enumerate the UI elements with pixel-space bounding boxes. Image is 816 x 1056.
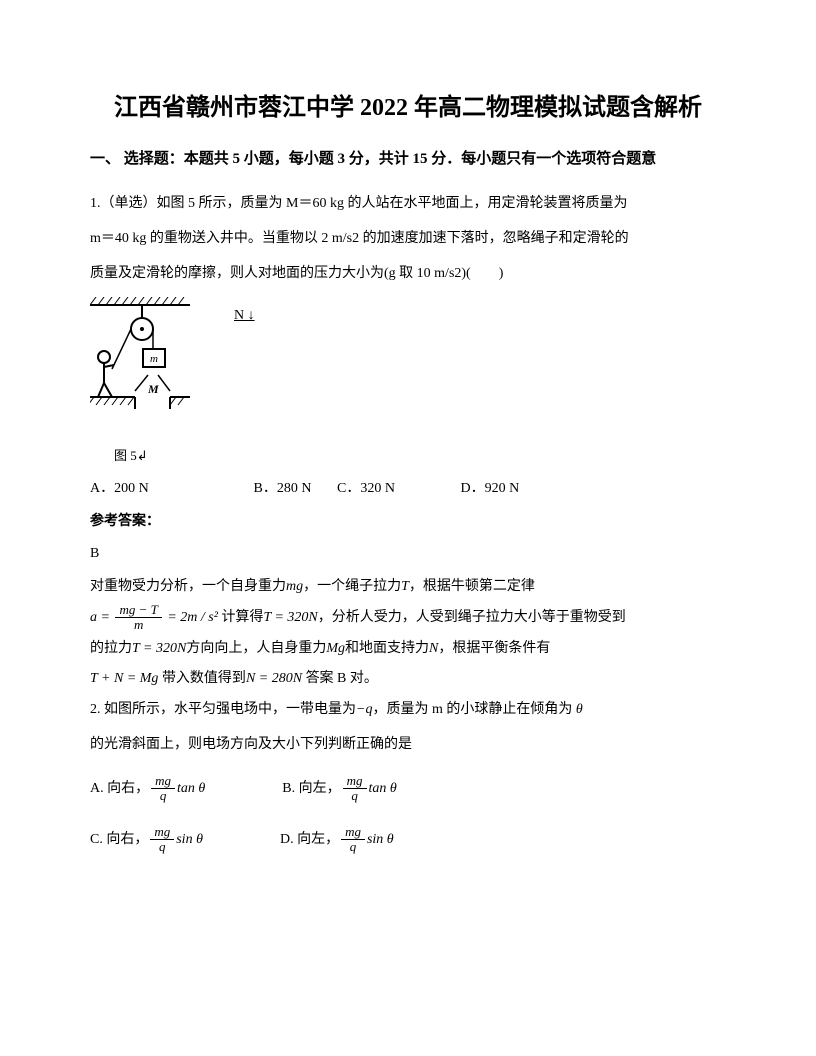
n-1: N: [429, 641, 438, 656]
e4b: 答案 B 对。: [306, 671, 378, 686]
q1-explain-4: T + N = Mg 带入数值得到N = 280N 答案 B 对。: [90, 664, 726, 695]
t-1: T: [401, 579, 409, 594]
q2c-frac: mgq: [150, 825, 174, 855]
formula-frac: mg − T m: [115, 603, 161, 633]
q2-negq: −q: [356, 702, 372, 717]
q1-opt-b: B．280 N: [254, 476, 334, 501]
q2-options-row1: A. 向右，mgqtan θ B. 向左，mgqtan θ: [90, 771, 726, 808]
n-arrow-label: N ↓: [234, 303, 255, 328]
e2a: 计算得: [221, 610, 263, 625]
e3d: ，根据平衡条件有: [438, 641, 550, 656]
e1a: 对重物受力分析，一个自身重力: [90, 579, 286, 594]
q1-options: A．200 N B．280 N C．320 N D．920 N: [90, 476, 726, 501]
q2c-num: mg: [150, 825, 174, 840]
svg-text:m: m: [150, 353, 158, 365]
q1-line2: m＝40 kg 的重物送入井中。当重物以 2 m/s2 的加速度加速下落时，忽略…: [90, 224, 726, 255]
q2a-suf: tan θ: [177, 781, 205, 796]
svg-text:M: M: [147, 382, 159, 396]
q1-line3: 质量及定滑轮的摩擦，则人对地面的压力大小为(g 取 10 m/s2)( ): [90, 259, 726, 290]
q2a-frac: mgq: [151, 774, 175, 804]
t320b: T = 320N: [132, 641, 186, 656]
answer-label: 参考答案：: [90, 509, 726, 534]
q1-explain-1: 对重物受力分析，一个自身重力mg，一个绳子拉力T，根据牛顿第二定律: [90, 572, 726, 603]
q2-line2: 的光滑斜面上，则电场方向及大小下列判断正确的是: [90, 730, 726, 761]
q2d-pre: D. 向左，: [280, 832, 339, 847]
q2c-den: q: [150, 840, 174, 854]
t320a: T = 320N: [263, 610, 317, 625]
q2c-suf: sin θ: [176, 832, 203, 847]
q2-l1b: ，质量为 m 的小球静止在倾角为: [372, 702, 572, 717]
q1-explain-3: 的拉力T = 320N方向向上，人自身重力Mg和地面支持力N，根据平衡条件有: [90, 634, 726, 665]
frac-den: m: [115, 618, 161, 632]
e1b: ，一个绳子拉力: [303, 579, 401, 594]
e3a: 的拉力: [90, 641, 132, 656]
eq1: T + N = Mg: [90, 671, 158, 686]
q1-figure-label: 图 5↲: [114, 444, 726, 467]
q2-line1: 2. 如图所示，水平匀强电场中，一带电量为−q，质量为 m 的小球静止在倾角为 …: [90, 695, 726, 726]
section-header: 一、 选择题：本题共 5 小题，每小题 3 分，共计 15 分．每小题只有一个选…: [90, 146, 726, 173]
q2d-den: q: [341, 840, 365, 854]
q2a-den: q: [151, 789, 175, 803]
q2-theta: θ: [576, 702, 583, 717]
q1-line1: 1.（单选）如图 5 所示，质量为 M＝60 kg 的人站在水平地面上，用定滑轮…: [90, 189, 726, 220]
q2c-pre: C. 向右，: [90, 832, 148, 847]
q2-opt-b: B. 向左，mgqtan θ: [282, 771, 397, 807]
formula-rest: = 2m / s²: [167, 610, 218, 625]
mg-cap: Mg: [326, 641, 345, 656]
q1-answer: B: [90, 540, 726, 568]
q2-opt-d: D. 向左，mgqsin θ: [280, 822, 394, 858]
frac-num: mg − T: [115, 603, 161, 618]
eq2: N = 280N: [246, 671, 302, 686]
e4a: 带入数值得到: [162, 671, 246, 686]
q1-explain-2: a = mg − T m = 2m / s² 计算得T = 320N，分析人受力…: [90, 603, 726, 634]
q2b-pre: B. 向左，: [282, 781, 340, 796]
q1-diagram: m M N ↓: [90, 297, 726, 438]
q1-opt-c: C．320 N: [337, 476, 457, 501]
q1-opt-a: A．200 N: [90, 476, 250, 501]
q2b-frac: mgq: [343, 774, 367, 804]
q2b-suf: tan θ: [369, 781, 397, 796]
q2-opt-c: C. 向右，mgqsin θ: [90, 822, 203, 858]
q2d-num: mg: [341, 825, 365, 840]
mg-1: mg: [286, 579, 303, 594]
q2a-pre: A. 向右，: [90, 781, 149, 796]
e3b: 方向向上，人自身重力: [186, 641, 326, 656]
e2b: ，分析人受力，人受到绳子拉力大小等于重物受到: [318, 610, 626, 625]
q2a-num: mg: [151, 774, 175, 789]
e1c: ，根据牛顿第二定律: [409, 579, 535, 594]
q2b-den: q: [343, 789, 367, 803]
q2-l1a: 2. 如图所示，水平匀强电场中，一带电量为: [90, 702, 356, 717]
q2-opt-a: A. 向右，mgqtan θ: [90, 771, 205, 807]
formula-a: a =: [90, 610, 110, 625]
q2d-frac: mgq: [341, 825, 365, 855]
e3c: 和地面支持力: [345, 641, 429, 656]
q2b-num: mg: [343, 774, 367, 789]
page-title: 江西省赣州市蓉江中学 2022 年高二物理模拟试题含解析: [90, 90, 726, 126]
q2-options-row2: C. 向右，mgqsin θ D. 向左，mgqsin θ: [90, 822, 726, 859]
q2d-suf: sin θ: [367, 832, 394, 847]
q1-opt-d: D．920 N: [461, 476, 520, 501]
